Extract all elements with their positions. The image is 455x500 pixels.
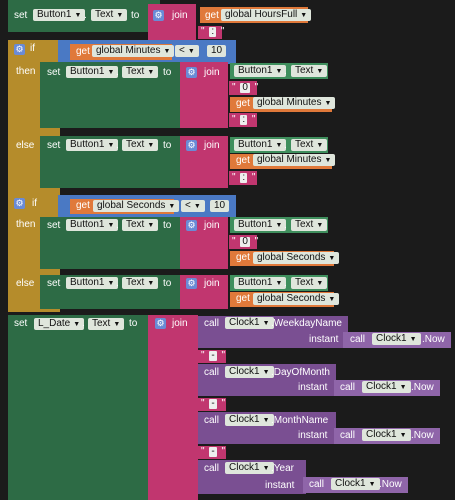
chevron-down-icon: ▼ bbox=[73, 321, 81, 328]
component-dropdown[interactable]: Button1 ▼ bbox=[66, 139, 119, 151]
number-field[interactable]: 10 bbox=[207, 45, 227, 57]
property-dropdown[interactable]: Text ▼ bbox=[291, 139, 328, 151]
join-block[interactable] bbox=[148, 315, 198, 500]
chevron-down-icon: ▼ bbox=[193, 203, 201, 210]
chevron-down-icon: ▼ bbox=[399, 432, 407, 439]
component-dropdown[interactable]: Clock1 ▼ bbox=[225, 462, 274, 474]
chevron-down-icon: ▼ bbox=[262, 369, 270, 376]
chevron-down-icon: ▼ bbox=[147, 69, 155, 76]
chevron-down-icon: ▼ bbox=[107, 280, 115, 287]
gear-icon[interactable]: ⚙ bbox=[14, 44, 25, 55]
property-dropdown[interactable]: Text ▼ bbox=[122, 139, 159, 151]
property-dropdown[interactable]: Text ▼ bbox=[122, 66, 159, 78]
chevron-down-icon: ▼ bbox=[275, 222, 283, 229]
chevron-down-icon: ▼ bbox=[275, 280, 283, 287]
property-dropdown[interactable]: Text ▼ bbox=[122, 277, 159, 289]
component-dropdown[interactable]: Clock1 ▼ bbox=[372, 333, 421, 345]
to-keyword: to bbox=[131, 10, 140, 21]
component-dropdown[interactable]: Clock1 ▼ bbox=[225, 366, 274, 378]
variable-dropdown[interactable]: global Seconds ▼ bbox=[253, 293, 340, 305]
variable-dropdown[interactable]: global Minutes ▼ bbox=[253, 154, 336, 166]
property-dropdown[interactable]: Text ▼ bbox=[291, 277, 328, 289]
component-dropdown[interactable]: Button1 ▼ bbox=[234, 65, 287, 77]
component-dropdown[interactable]: Clock1 ▼ bbox=[362, 429, 411, 441]
chevron-down-icon: ▼ bbox=[74, 12, 82, 19]
operator-dropdown[interactable]: < ▼ bbox=[181, 200, 205, 212]
chevron-down-icon: ▼ bbox=[328, 255, 336, 262]
property-dropdown[interactable]: Text ▼ bbox=[122, 219, 159, 231]
variable-dropdown[interactable]: global Seconds ▼ bbox=[253, 252, 340, 264]
component-dropdown[interactable]: Button1 ▼ bbox=[234, 277, 287, 289]
chevron-down-icon: ▼ bbox=[187, 48, 195, 55]
gear-icon[interactable]: ⚙ bbox=[14, 198, 25, 209]
chevron-down-icon: ▼ bbox=[300, 12, 308, 19]
chevron-down-icon: ▼ bbox=[275, 142, 283, 149]
property-dropdown[interactable]: Text ▼ bbox=[88, 318, 125, 330]
gear-icon[interactable]: ⚙ bbox=[186, 140, 197, 151]
gear-icon[interactable]: ⚙ bbox=[186, 278, 197, 289]
gear-icon[interactable]: ⚙ bbox=[186, 67, 197, 78]
chevron-down-icon: ▼ bbox=[316, 280, 324, 287]
component-dropdown[interactable]: Button1 ▼ bbox=[66, 277, 119, 289]
chevron-down-icon: ▼ bbox=[107, 142, 115, 149]
component-dropdown[interactable]: Clock1 ▼ bbox=[331, 478, 380, 490]
chevron-down-icon: ▼ bbox=[262, 320, 270, 327]
chevron-down-icon: ▼ bbox=[324, 157, 332, 164]
chevron-down-icon: ▼ bbox=[147, 142, 155, 149]
operator-dropdown[interactable]: < ▼ bbox=[175, 45, 199, 57]
chevron-down-icon: ▼ bbox=[316, 142, 324, 149]
component-dropdown[interactable]: Clock1 ▼ bbox=[225, 317, 274, 329]
component-dropdown[interactable]: Clock1 ▼ bbox=[225, 414, 274, 426]
component-dropdown[interactable]: Button1 ▼ bbox=[66, 219, 119, 231]
chevron-down-icon: ▼ bbox=[147, 280, 155, 287]
chevron-down-icon: ▼ bbox=[116, 12, 124, 19]
property-dropdown[interactable]: Text ▼ bbox=[291, 219, 328, 231]
chevron-down-icon: ▼ bbox=[399, 384, 407, 391]
number-field[interactable]: 10 bbox=[210, 200, 230, 212]
chevron-down-icon: ▼ bbox=[368, 481, 376, 488]
property-dropdown[interactable]: Text ▼ bbox=[91, 9, 128, 21]
set-keyword: set bbox=[14, 10, 28, 21]
chevron-down-icon: ▼ bbox=[107, 222, 115, 229]
component-dropdown[interactable]: Button1 ▼ bbox=[66, 66, 119, 78]
component-dropdown[interactable]: L_Date ▼ bbox=[34, 318, 85, 330]
chevron-down-icon: ▼ bbox=[147, 222, 155, 229]
chevron-down-icon: ▼ bbox=[262, 417, 270, 424]
gear-icon[interactable]: ⚙ bbox=[153, 10, 164, 21]
chevron-down-icon: ▼ bbox=[316, 68, 324, 75]
variable-dropdown[interactable]: global Minutes ▼ bbox=[253, 97, 336, 109]
chevron-down-icon: ▼ bbox=[262, 465, 270, 472]
chevron-down-icon: ▼ bbox=[324, 100, 332, 107]
variable-dropdown[interactable]: global Seconds ▼ bbox=[93, 200, 180, 212]
chevron-down-icon: ▼ bbox=[168, 203, 176, 210]
set-block-date[interactable] bbox=[8, 315, 153, 500]
component-dropdown[interactable]: Button1 ▼ bbox=[33, 9, 86, 21]
chevron-down-icon: ▼ bbox=[275, 68, 283, 75]
property-dropdown[interactable]: Text ▼ bbox=[291, 65, 328, 77]
chevron-down-icon: ▼ bbox=[409, 336, 417, 343]
variable-dropdown[interactable]: global Minutes ▼ bbox=[92, 45, 175, 57]
chevron-down-icon: ▼ bbox=[113, 321, 121, 328]
component-dropdown[interactable]: Button1 ▼ bbox=[234, 219, 287, 231]
chevron-down-icon: ▼ bbox=[316, 222, 324, 229]
chevron-down-icon: ▼ bbox=[328, 296, 336, 303]
gear-icon[interactable]: ⚙ bbox=[186, 220, 197, 231]
gear-icon[interactable]: ⚙ bbox=[155, 318, 166, 329]
component-dropdown[interactable]: Clock1 ▼ bbox=[362, 381, 411, 393]
component-dropdown[interactable]: Button1 ▼ bbox=[234, 139, 287, 151]
chevron-down-icon: ▼ bbox=[163, 48, 171, 55]
chevron-down-icon: ▼ bbox=[107, 69, 115, 76]
variable-dropdown[interactable]: global HoursFull ▼ bbox=[221, 9, 312, 21]
